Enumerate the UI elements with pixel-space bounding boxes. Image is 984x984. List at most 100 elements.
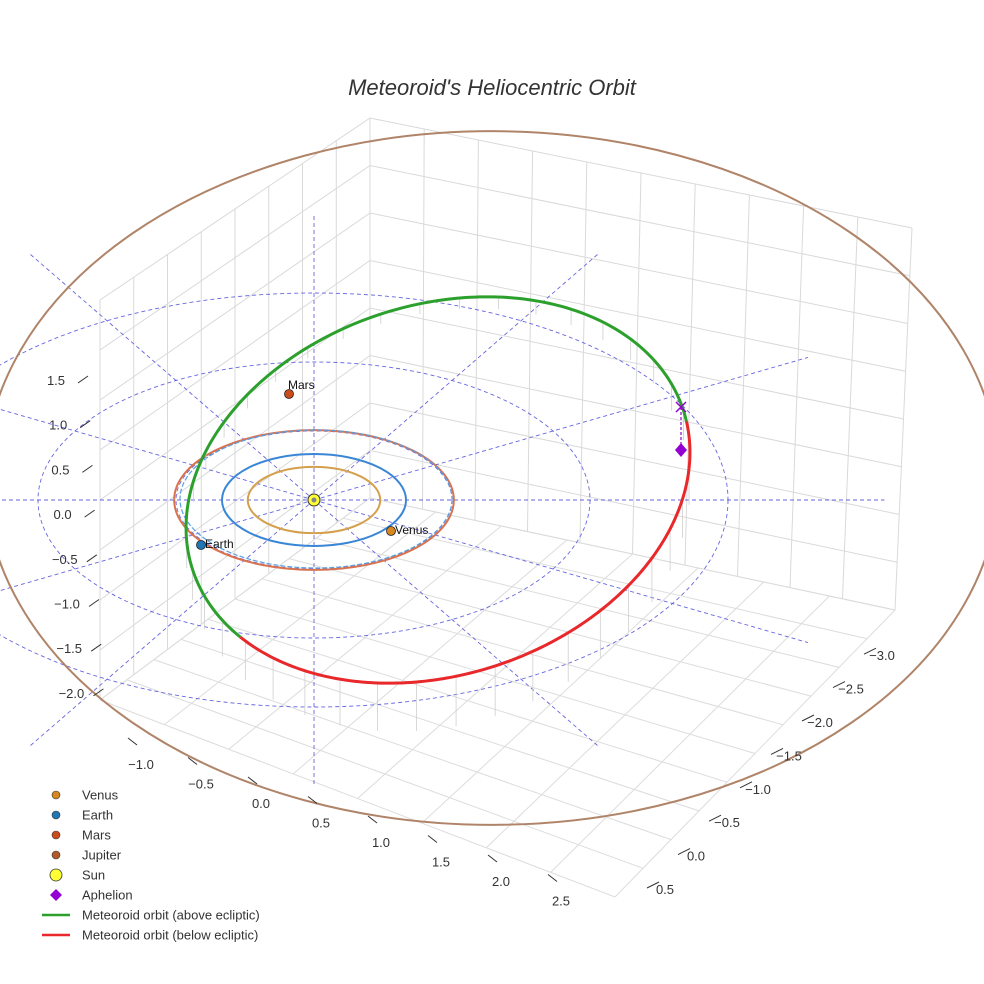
grid-line — [99, 164, 910, 351]
y-tick-label: 0.5 — [656, 882, 674, 897]
y-tick-label: −1.5 — [776, 748, 802, 763]
y-tick-mark — [708, 814, 722, 822]
label-venus: Venus — [395, 523, 428, 537]
grid-line — [99, 449, 898, 651]
x-tick-mark — [547, 874, 558, 882]
grid-line — [99, 212, 908, 401]
y-tick-label: −0.5 — [714, 815, 740, 830]
z-tick-mark — [79, 420, 91, 429]
legend-label: Meteoroid orbit (below ecliptic) — [82, 928, 258, 943]
z-tick-label: 0.5 — [51, 462, 69, 477]
z-tick-label: −2.0 — [59, 686, 85, 701]
z-tick-mark — [77, 375, 89, 384]
x-tick-mark — [427, 835, 438, 843]
reference-radial — [28, 499, 315, 748]
y-tick-label: −3.0 — [869, 648, 895, 663]
legend-swatch — [51, 790, 61, 800]
x-tick-mark — [247, 776, 258, 785]
grid-line — [207, 618, 728, 783]
reference-radial — [0, 499, 315, 592]
z-tick-label: −1.5 — [56, 641, 82, 656]
y-tick-mark — [770, 747, 784, 755]
marker-earth — [196, 540, 206, 550]
y-tick-label: −2.5 — [838, 682, 864, 697]
y-tick-label: 0.0 — [687, 849, 705, 864]
grid-line — [288, 558, 812, 697]
x-tick-label: 0.5 — [312, 816, 330, 831]
meteoroid-orbit-below — [239, 421, 692, 685]
grid-line — [180, 638, 700, 812]
legend-label: Meteoroid orbit (above ecliptic) — [82, 908, 260, 923]
marker-mars — [284, 389, 294, 399]
z-tick-label: −0.5 — [52, 552, 78, 567]
z-tick-mark — [84, 509, 95, 518]
grid-line — [99, 699, 616, 898]
y-tick-mark — [863, 647, 877, 655]
z-tick-mark — [93, 688, 104, 697]
legend-label: Venus — [82, 788, 119, 803]
x-tick-label: −1.0 — [128, 757, 154, 772]
z-tick-mark — [82, 464, 93, 473]
grid-line — [126, 679, 644, 869]
grid-line — [99, 117, 913, 301]
legend-swatch — [49, 868, 63, 882]
orbit-earth — [221, 453, 407, 547]
markers: Venus Earth Mars — [196, 378, 687, 551]
legend-swatch — [51, 810, 61, 820]
grid-line — [153, 659, 672, 841]
grid-line — [99, 307, 904, 501]
meteoroid-orbit-above — [184, 295, 688, 639]
legend-label: Jupiter — [82, 848, 122, 863]
x-tick-label: 0.0 — [252, 796, 270, 811]
x-tick-mark — [127, 737, 138, 746]
reference-radial — [28, 252, 315, 501]
grid-line — [315, 537, 840, 668]
legend-item: Mars — [51, 828, 111, 843]
x-tick-label: 2.5 — [552, 894, 570, 909]
marker-venus — [386, 526, 396, 536]
x-tick-mark — [187, 757, 198, 765]
x-tick-mark — [487, 854, 498, 863]
legend-swatch — [51, 850, 61, 860]
legend-item: Earth — [51, 808, 113, 823]
grid-line — [369, 497, 896, 611]
x-tick-mark — [307, 796, 318, 804]
reference-radial — [313, 356, 809, 501]
legend-label: Aphelion — [82, 888, 133, 903]
legend-label: Sun — [82, 868, 105, 883]
grid-line — [261, 578, 784, 726]
reference-radial — [0, 408, 315, 501]
legend-item: Meteoroid orbit (below ecliptic) — [42, 928, 258, 943]
z-tick-mark — [86, 554, 98, 563]
orbit-jupiter — [0, 130, 984, 826]
x-tick-label: 1.0 — [372, 835, 390, 850]
marker-sun-core — [311, 497, 317, 503]
reference-radial — [313, 252, 600, 501]
marker-aphelion — [675, 443, 687, 457]
y-tick-label: −1.0 — [745, 782, 771, 797]
x-tick-label: 2.0 — [492, 874, 510, 889]
legend-item: Aphelion — [50, 888, 133, 903]
legend-item: Venus — [51, 788, 119, 803]
y-tick-mark — [832, 681, 846, 689]
y-tick-mark — [801, 714, 815, 722]
grid-line — [99, 259, 906, 451]
y-tick-mark — [739, 781, 753, 789]
legend-label: Mars — [82, 828, 111, 843]
chart-title: Meteoroid's Heliocentric Orbit — [348, 75, 637, 100]
z-tick-label: 1.0 — [49, 418, 67, 433]
reference-radial — [313, 499, 809, 644]
orbit-venus — [246, 465, 382, 535]
y-tick-mark — [677, 848, 691, 856]
label-mars: Mars — [288, 378, 315, 392]
x-tick-label: 1.5 — [432, 855, 450, 870]
z-tick-mark — [88, 599, 100, 607]
legend-item: Meteoroid orbit (above ecliptic) — [42, 908, 260, 923]
x-tick-label: −0.5 — [188, 777, 214, 792]
legend-label: Earth — [82, 808, 113, 823]
grid-line — [99, 354, 902, 551]
x-tick-mark — [367, 815, 378, 824]
z-tick-mark — [90, 643, 102, 652]
z-tick-label: −1.0 — [54, 597, 80, 612]
